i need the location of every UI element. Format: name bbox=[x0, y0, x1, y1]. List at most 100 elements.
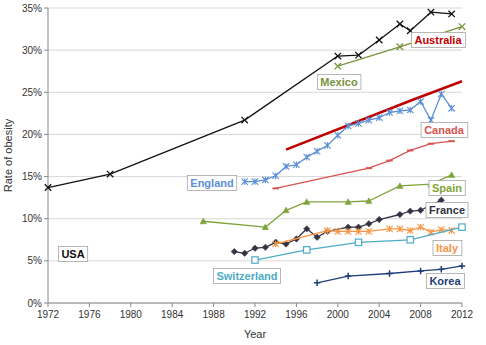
marker bbox=[448, 172, 454, 178]
marker bbox=[355, 120, 361, 126]
marker bbox=[304, 154, 310, 160]
marker bbox=[376, 37, 382, 43]
marker bbox=[241, 250, 247, 256]
marker bbox=[273, 187, 279, 189]
series-label: Korea bbox=[426, 274, 464, 289]
x-tick-label: 1992 bbox=[244, 309, 267, 320]
marker bbox=[397, 183, 403, 189]
marker bbox=[241, 117, 247, 123]
marker bbox=[407, 107, 413, 113]
series-label: Australia bbox=[411, 33, 465, 48]
marker bbox=[252, 178, 258, 184]
series-label: Canada bbox=[421, 123, 468, 138]
y-tick bbox=[44, 218, 48, 219]
marker bbox=[397, 211, 403, 217]
x-tick-label: 2008 bbox=[409, 309, 432, 320]
series-line bbox=[245, 94, 452, 182]
marker bbox=[366, 117, 372, 123]
marker bbox=[438, 266, 444, 272]
x-tick-label: 1972 bbox=[37, 309, 60, 320]
marker bbox=[366, 198, 372, 204]
x-tick-label: 1996 bbox=[285, 309, 308, 320]
marker bbox=[324, 227, 330, 233]
y-tick-label: 20% bbox=[22, 129, 42, 140]
marker bbox=[314, 148, 320, 154]
series-label: Mexico bbox=[317, 75, 361, 90]
marker bbox=[335, 228, 341, 234]
x-axis-title: Year bbox=[244, 328, 267, 340]
series-label-text: France bbox=[429, 204, 465, 216]
background bbox=[0, 0, 486, 345]
marker bbox=[386, 270, 392, 276]
series-label-text: Italy bbox=[436, 242, 459, 254]
series-label-text: USA bbox=[61, 248, 84, 260]
x-tick bbox=[213, 303, 214, 307]
x-tick bbox=[462, 303, 463, 307]
marker bbox=[386, 109, 392, 115]
marker bbox=[314, 234, 320, 240]
series-label-box bbox=[317, 75, 361, 90]
series-label-box bbox=[213, 269, 280, 284]
series-label: Switzerland bbox=[213, 269, 280, 284]
x-tick bbox=[48, 303, 49, 307]
marker bbox=[386, 226, 392, 232]
series-label: England bbox=[187, 176, 236, 191]
y-tick bbox=[44, 134, 48, 135]
marker bbox=[273, 173, 279, 179]
marker bbox=[262, 224, 268, 230]
marker bbox=[345, 199, 351, 205]
marker bbox=[459, 23, 465, 29]
marker bbox=[448, 140, 454, 142]
series-line bbox=[48, 12, 452, 187]
marker bbox=[355, 239, 361, 245]
y-tick bbox=[44, 8, 48, 9]
marker bbox=[397, 44, 403, 50]
chart: 0%5%10%15%20%25%30%35%197219761980198419… bbox=[0, 0, 486, 345]
y-tick bbox=[44, 176, 48, 177]
marker bbox=[335, 63, 341, 69]
marker bbox=[252, 245, 258, 251]
marker bbox=[376, 114, 382, 120]
marker bbox=[428, 9, 434, 15]
series-label: USA bbox=[58, 247, 87, 262]
y-tick-label: 0% bbox=[28, 298, 43, 309]
series-label: France bbox=[426, 203, 468, 218]
marker bbox=[417, 207, 423, 213]
series-label-text: England bbox=[190, 177, 233, 189]
marker bbox=[355, 52, 361, 58]
marker bbox=[283, 163, 289, 169]
series-label-box bbox=[433, 241, 462, 256]
series-line bbox=[286, 81, 462, 149]
marker bbox=[324, 142, 330, 148]
marker bbox=[459, 263, 465, 269]
x-tick-label: 1988 bbox=[202, 309, 225, 320]
grid-line bbox=[48, 8, 462, 9]
x-tick bbox=[420, 303, 421, 307]
marker bbox=[407, 149, 413, 151]
marker bbox=[241, 178, 247, 184]
series-label-box bbox=[58, 247, 87, 262]
marker bbox=[428, 143, 434, 145]
series-line bbox=[203, 175, 451, 227]
x-tick-label: 1980 bbox=[120, 309, 143, 320]
marker bbox=[417, 268, 423, 274]
x-tick bbox=[130, 303, 131, 307]
marker bbox=[304, 226, 310, 232]
marker bbox=[45, 184, 51, 190]
series-label: Spain bbox=[429, 181, 465, 196]
marker bbox=[376, 216, 382, 222]
series-line bbox=[276, 141, 452, 188]
x-tick-label: 1984 bbox=[161, 309, 184, 320]
x-tick-label: 1976 bbox=[78, 309, 101, 320]
grid-line bbox=[48, 176, 462, 177]
series-label: Italy bbox=[433, 241, 462, 256]
series-label-text: Australia bbox=[414, 34, 462, 46]
series-label-box bbox=[411, 33, 465, 48]
x-tick-label: 2012 bbox=[451, 309, 474, 320]
series-label-box bbox=[429, 181, 465, 196]
marker bbox=[448, 11, 454, 17]
marker bbox=[262, 177, 268, 183]
marker bbox=[417, 224, 423, 230]
marker bbox=[459, 224, 465, 230]
marker bbox=[345, 123, 351, 129]
